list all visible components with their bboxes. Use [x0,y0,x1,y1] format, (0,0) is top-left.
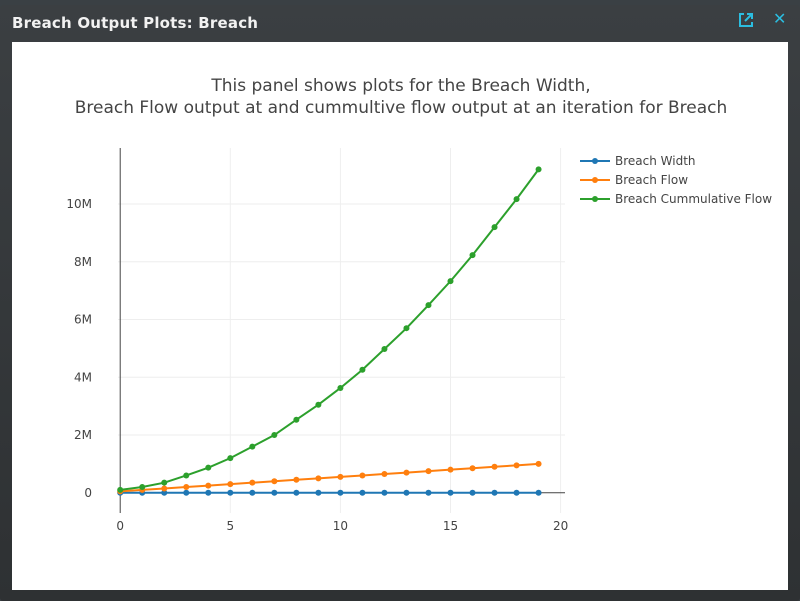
y-tick-label: 6M [74,313,92,327]
data-point [315,489,322,496]
data-point [535,166,542,173]
y-tick-label: 8M [74,255,92,269]
series-line [120,462,539,493]
data-point [315,401,322,408]
data-point [161,479,168,486]
data-point [293,489,300,496]
data-point [161,485,168,492]
data-point [227,455,234,462]
data-point [227,481,234,488]
legend-marker [592,158,598,164]
chart: This panel shows plots for the Breach Wi… [66,76,772,533]
x-tick-label: 10 [333,519,348,533]
data-point [425,489,432,496]
data-point [249,489,256,496]
popout-icon[interactable] [737,11,755,33]
legend-label: Breach Flow [615,173,688,187]
data-point [315,475,322,482]
data-point [469,465,476,472]
x-tick-label: 20 [553,519,568,533]
series-line [120,168,540,491]
x-tick-label: 0 [116,519,124,533]
data-point [513,489,520,496]
data-point [447,466,454,473]
chart-title-line: This panel shows plots for the Breach Wi… [210,76,590,96]
legend-marker [592,177,598,183]
x-tick-label: 5 [226,519,234,533]
data-point [535,489,542,496]
data-point [161,489,168,496]
data-point [535,460,542,467]
data-point [183,489,190,496]
data-point [491,463,498,470]
data-point [469,489,476,496]
data-point [271,489,278,496]
data-point [491,224,498,231]
data-point [359,489,366,496]
data-point [337,384,344,391]
data-point [249,443,256,450]
y-tick-label: 10M [66,197,92,211]
dialog-window: Breach Output Plots: Breach ✕ This panel… [0,5,800,601]
data-point [293,416,300,423]
data-point [447,489,454,496]
data-point [359,366,366,373]
data-point [205,489,212,496]
data-point [425,468,432,475]
y-tick-label: 4M [74,370,92,384]
y-tick-label: 0 [84,486,92,500]
data-point [403,325,410,332]
dialog-title: Breach Output Plots: Breach [12,14,259,32]
data-point [381,345,388,352]
x-tick-label: 15 [443,519,458,533]
data-point [447,278,454,285]
data-point [425,302,432,309]
data-point [513,196,520,203]
legend-marker [592,196,598,202]
data-point [337,489,344,496]
data-point [491,489,498,496]
legend-label: Breach Cummulative Flow [615,192,772,206]
data-point [183,472,190,479]
data-point [381,489,388,496]
data-point [205,464,212,471]
data-point [381,471,388,478]
close-icon[interactable]: ✕ [773,9,787,28]
data-point [469,252,476,259]
data-point [205,482,212,489]
data-point [249,479,256,486]
data-point [183,484,190,491]
legend-label: Breach Width [615,154,696,168]
data-point [293,476,300,483]
data-point [403,469,410,476]
data-point [337,473,344,480]
data-point [513,462,520,469]
chart-title-line: Breach Flow output at and cummultive flo… [75,98,728,118]
data-point [403,489,410,496]
plot-panel: This panel shows plots for the Breach Wi… [12,42,788,590]
data-point [227,489,234,496]
data-point [359,472,366,479]
y-tick-label: 2M [74,428,92,442]
data-point [139,484,146,491]
data-point [271,432,278,439]
data-point [117,486,124,493]
data-point [271,478,278,485]
